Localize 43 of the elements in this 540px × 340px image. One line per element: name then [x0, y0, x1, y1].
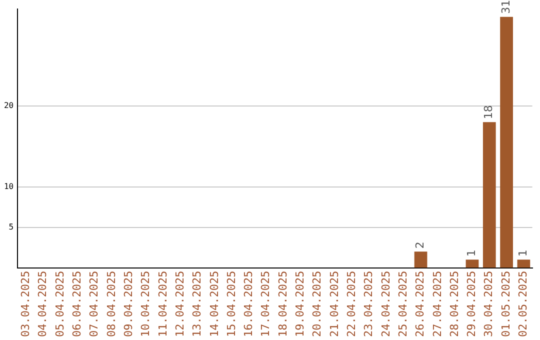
x-tick-label: 29.04.2025 — [465, 270, 478, 338]
x-tick-label: 28.04.2025 — [448, 270, 461, 338]
x-tick-label: 26.04.2025 — [414, 270, 427, 338]
data-label: 1 — [465, 250, 478, 257]
bar — [482, 122, 496, 268]
x-tick-label: 14.04.2025 — [208, 270, 221, 338]
x-tick-label: 05.04.2025 — [53, 270, 66, 338]
data-label: 31 — [499, 0, 512, 14]
y-tick-label: 20 — [4, 100, 14, 110]
x-tick-label: 24.04.2025 — [379, 270, 392, 338]
data-label: 2 — [414, 242, 427, 249]
x-tick-label: 12.04.2025 — [173, 270, 186, 338]
bar — [466, 260, 479, 268]
bar — [414, 252, 428, 268]
y-tick-label: 10 — [4, 182, 14, 191]
x-tick-label: 19.04.2025 — [294, 270, 307, 338]
x-tick-label: 17.04.2025 — [259, 270, 272, 338]
x-tick-label: 23.04.2025 — [362, 270, 376, 338]
x-tick-label: 25.04.2025 — [396, 270, 410, 338]
x-tick-label: 30.04.2025 — [482, 270, 496, 338]
x-tick-label: 02.05.2025 — [516, 270, 530, 338]
x-tick-label: 27.04.2025 — [430, 270, 444, 338]
x-tick-label: 06.04.2025 — [70, 270, 84, 338]
bar — [517, 260, 530, 268]
x-tick-label: 13.04.2025 — [190, 270, 204, 338]
x-tick-label: 15.04.2025 — [224, 270, 238, 338]
x-tick-label: 10.04.2025 — [139, 270, 152, 338]
x-tick-label: 01.05.2025 — [499, 270, 512, 338]
y-tick-label: 5 — [8, 222, 14, 232]
data-label: 1 — [516, 250, 530, 257]
x-tick-label: 03.04.2025 — [19, 270, 32, 338]
x-tick-label: 22.04.2025 — [345, 270, 358, 338]
x-tick-label: 18.04.2025 — [276, 270, 290, 338]
x-tick-label: 11.04.2025 — [156, 270, 170, 338]
x-tick-label: 08.04.2025 — [104, 270, 118, 338]
x-tick-label: 16.04.2025 — [242, 270, 256, 338]
x-tick-label: 04.04.2025 — [36, 270, 50, 338]
x-tick-label: 20.04.2025 — [310, 270, 324, 338]
x-tick-label: 21.04.2025 — [328, 270, 341, 338]
x-tick-label: 09.04.2025 — [122, 270, 135, 338]
bar — [500, 16, 513, 268]
data-label: 18 — [482, 105, 496, 120]
x-tick-label: 07.04.2025 — [88, 270, 101, 338]
